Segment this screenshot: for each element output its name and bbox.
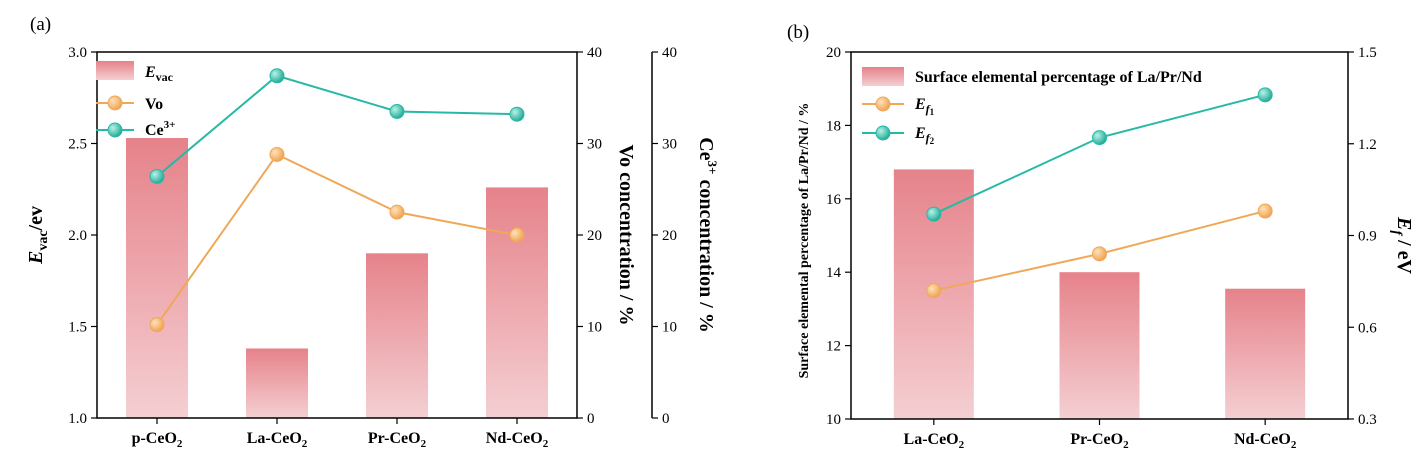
legend-ef1-marker [875, 96, 891, 112]
marker-series-1-1 [269, 68, 285, 84]
bar-evac-0 [126, 138, 188, 418]
left-tick-label: 12 [826, 339, 841, 355]
y-axis-left-label: Surface elemental percentage of La/Pr/Nd… [797, 103, 812, 379]
right2-tick-label: 20 [662, 228, 677, 244]
marker-series-1-0 [149, 168, 165, 184]
legend-ce-label: Ce3+ [145, 119, 175, 139]
panel-b-label: (b) [787, 22, 809, 43]
x-tick-label: p-CeO2 [132, 430, 183, 450]
right-tick-label: 0.9 [1358, 229, 1377, 245]
marker-series-1-2 [389, 103, 405, 119]
y-axis-right2-label: Ce3+ concentration / % [695, 137, 720, 333]
marker-series-1-3 [509, 106, 525, 122]
marker-series-0-2 [389, 204, 405, 220]
legend-vo-marker [107, 95, 123, 111]
left-tick-label: 2.5 [68, 137, 87, 153]
y-axis-right-label: Ef / eV [1389, 216, 1415, 274]
marker-series-0-2 [1257, 203, 1273, 219]
left-tick-label: 1.0 [68, 411, 87, 427]
legend-ef2-marker [875, 125, 891, 141]
legend-ef2-label: Ef2 [914, 125, 935, 146]
right2-tick-label: 30 [662, 137, 677, 153]
right1-tick-label: 20 [587, 228, 602, 244]
right-tick-label: 1.5 [1358, 45, 1377, 61]
left-tick-label: 16 [826, 192, 842, 208]
left-tick-label: 14 [826, 265, 842, 281]
marker-series-1-2 [1257, 87, 1273, 103]
line-series-0 [156, 153, 518, 326]
bar-evac-1 [246, 348, 308, 418]
legend-ef1-label: Ef1 [914, 96, 935, 117]
x-tick-label: Pr-CeO2 [368, 430, 427, 450]
marker-series-0-0 [926, 283, 942, 299]
y-axis-left-label: Evac/ev [25, 206, 51, 265]
legend-bar-swatch [96, 61, 134, 80]
right1-tick-label: 10 [587, 320, 602, 336]
line-series-1 [156, 74, 518, 178]
legend-vo-label: Vo [145, 96, 163, 113]
x-tick-label: Nd-CeO2 [1234, 431, 1297, 451]
marker-series-0-1 [269, 146, 285, 162]
x-tick-label: La-CeO2 [904, 431, 965, 451]
left-tick-label: 3.0 [68, 45, 87, 61]
right-tick-label: 1.2 [1358, 137, 1377, 153]
x-tick-label: Pr-CeO2 [1070, 431, 1129, 451]
left-tick-label: 10 [826, 412, 841, 428]
legend-bar-label: Evac [144, 64, 174, 84]
right2-tick-label: 40 [662, 45, 677, 61]
legend-bar-swatch [862, 67, 904, 86]
panel-a-chart: 1.0 1.5 2.0 2.5 3.0 0 10 20 30 40 0 10 20 30 40 p-CeO2 L… [25, 45, 720, 450]
marker-series-0-3 [509, 227, 525, 243]
left-tick-label: 20 [826, 45, 841, 61]
right-tick-label: 0.6 [1358, 320, 1377, 336]
line-series-1 [933, 93, 1266, 215]
right1-tick-label: 40 [587, 45, 602, 61]
left-tick-label: 2.0 [68, 228, 87, 244]
bar-evac-3 [486, 187, 548, 418]
right2-tick-label: 0 [662, 411, 670, 427]
bar-surface-1 [1059, 272, 1140, 419]
marker-series-0-1 [1092, 246, 1107, 262]
legend-ce-marker [107, 122, 123, 138]
y-axis-right1-label: Vo concentration / % [615, 145, 637, 326]
right-tick-label: 0.3 [1358, 412, 1377, 428]
marker-series-1-0 [926, 206, 942, 222]
bar-surface-2 [1225, 288, 1306, 419]
right2-tick-label: 10 [662, 320, 677, 336]
marker-series-0-0 [149, 317, 165, 333]
marker-series-1-1 [1092, 130, 1107, 146]
right1-tick-label: 0 [587, 411, 595, 427]
panel-a-label: (a) [30, 14, 51, 35]
x-tick-label: Nd-CeO2 [486, 430, 549, 450]
legend-bar-label: Surface elemental percentage of La/Pr/Nd [915, 69, 1202, 86]
left-tick-label: 1.5 [68, 320, 87, 336]
x-tick-label: La-CeO2 [247, 430, 308, 450]
panel-b-chart: 10 12 14 16 18 20 0.3 0.6 0.9 1.2 1.5 La-CeO2 Pr-CeO… [797, 45, 1415, 451]
bar-evac-2 [366, 253, 428, 418]
left-tick-label: 18 [826, 118, 841, 134]
right1-tick-label: 30 [587, 137, 602, 153]
